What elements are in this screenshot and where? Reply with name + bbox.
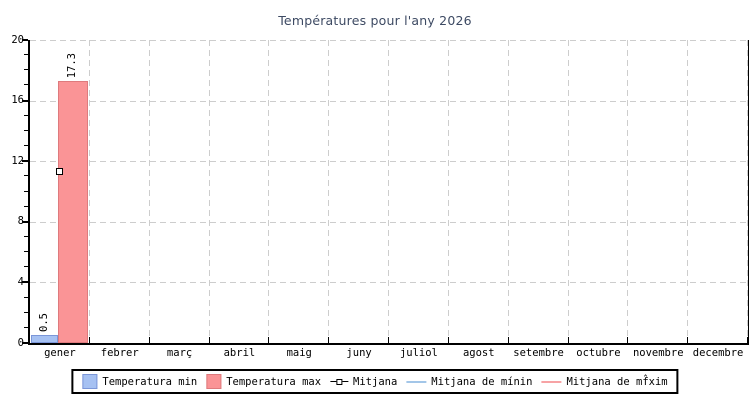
x-tick bbox=[627, 337, 629, 343]
y-tick-minor bbox=[24, 69, 28, 71]
y-tick-minor bbox=[24, 54, 28, 56]
y-tick-minor bbox=[24, 296, 28, 298]
open-square-icon bbox=[336, 379, 343, 385]
y-tick-minor bbox=[24, 311, 28, 313]
y-tick-major bbox=[22, 99, 28, 102]
y-axis-label: 12 bbox=[11, 154, 24, 167]
y-tick-minor bbox=[24, 326, 28, 328]
legend-item-mitjana-de-m-nin: Mitjana de mínin bbox=[406, 376, 532, 388]
legend-line-mitjana-de-mf-xim bbox=[541, 380, 562, 383]
gridline-vertical bbox=[747, 40, 748, 343]
y-tick-minor bbox=[24, 251, 28, 253]
y-axis-label: 16 bbox=[11, 94, 24, 107]
gridline-horizontal bbox=[30, 282, 748, 284]
y-tick-minor bbox=[24, 190, 28, 192]
gridline-vertical bbox=[567, 40, 569, 343]
legend: Temperatura min Temperatura max Mitjana Mit… bbox=[71, 369, 679, 394]
y-axis-label: 0 bbox=[17, 336, 24, 349]
y-tick-major bbox=[22, 342, 28, 344]
y-tick-major bbox=[22, 281, 28, 284]
x-axis-label-octubre: octubre bbox=[576, 347, 621, 359]
gridline-vertical bbox=[208, 40, 210, 343]
y-axis-label: 4 bbox=[17, 275, 24, 288]
x-axis-label-decembre: decembre bbox=[692, 347, 744, 359]
y-tick-minor bbox=[24, 205, 28, 207]
y-tick-minor bbox=[24, 266, 28, 268]
y-tick-minor bbox=[24, 84, 28, 86]
mitjana-marker bbox=[56, 168, 64, 176]
x-axis-label-febrer: febrer bbox=[100, 347, 139, 359]
gridline-vertical bbox=[687, 40, 689, 343]
legend-label-mitjana-de-m-nin: Mitjana de mínin bbox=[431, 375, 533, 388]
y-axis-label: 8 bbox=[17, 215, 24, 228]
y-tick-major bbox=[22, 39, 28, 41]
x-tick bbox=[567, 337, 569, 343]
y-tick-minor bbox=[24, 235, 28, 237]
x-tick bbox=[268, 337, 270, 343]
x-tick bbox=[507, 337, 509, 343]
x-axis-label-juliol: juliol bbox=[399, 347, 438, 359]
gridline-horizontal bbox=[30, 221, 748, 223]
plot-right-border bbox=[748, 40, 749, 343]
y-tick-minor bbox=[24, 129, 28, 131]
legend-marker-mitjana bbox=[330, 377, 349, 386]
x-axis-label-gener: gener bbox=[44, 347, 76, 359]
legend-label-temperatura-max: Temperatura max bbox=[226, 375, 322, 388]
x-tick bbox=[447, 337, 449, 343]
y-tick-minor bbox=[24, 145, 28, 147]
gridline-vertical bbox=[148, 40, 150, 343]
x-tick bbox=[208, 337, 210, 343]
gridline-vertical bbox=[507, 40, 509, 343]
x-axis-label-agost: agost bbox=[462, 347, 495, 359]
x-tick bbox=[687, 337, 689, 343]
x-axis-label-juny: juny bbox=[346, 347, 372, 359]
y-tick-minor bbox=[24, 114, 28, 116]
y-axis-label: 20 bbox=[11, 33, 24, 46]
gridline-vertical bbox=[627, 40, 629, 343]
x-tick bbox=[88, 337, 90, 343]
gridline-vertical bbox=[388, 40, 389, 343]
gridline-horizontal bbox=[30, 161, 748, 163]
x-tick bbox=[148, 337, 150, 343]
legend-label-mitjana-de-mf-xim: Mitjana de mf̂xim bbox=[566, 375, 668, 388]
chart-title: Températures pour l'any 2026 bbox=[278, 13, 472, 28]
x-axis-label-novembre: novembre bbox=[632, 347, 684, 359]
gridline-vertical bbox=[447, 40, 449, 343]
gridline-vertical bbox=[268, 40, 270, 343]
bar-temperatura-max bbox=[58, 80, 88, 343]
gridline-vertical bbox=[328, 40, 330, 343]
legend-item-temperatura-min: Temperatura min bbox=[82, 374, 197, 389]
bar-value-label: 0.5 bbox=[37, 313, 50, 333]
bar-value-label: 17.3 bbox=[66, 52, 78, 78]
x-tick bbox=[328, 337, 330, 343]
x-axis-label-mar: març bbox=[166, 347, 193, 359]
y-tick-major bbox=[22, 160, 28, 163]
legend-swatch-temperatura-min bbox=[82, 374, 98, 389]
bar-temperatura-min bbox=[31, 335, 58, 343]
legend-line-mitjana-de-m-nin bbox=[406, 380, 427, 383]
x-axis-label-maig: maig bbox=[286, 347, 312, 359]
legend-swatch-temperatura-max bbox=[206, 374, 222, 389]
x-axis-label-setembre: setembre bbox=[513, 347, 564, 359]
gridline-horizontal bbox=[30, 100, 748, 102]
x-axis-line bbox=[28, 343, 749, 345]
y-tick-minor bbox=[24, 175, 28, 177]
x-axis-label-abril: abril bbox=[223, 347, 256, 359]
legend-item-temperatura-max: Temperatura max bbox=[206, 374, 321, 389]
gridline-horizontal bbox=[30, 40, 748, 41]
legend-label-temperatura-min: Temperatura min bbox=[102, 375, 198, 388]
x-tick bbox=[747, 337, 748, 343]
y-axis-line bbox=[28, 40, 30, 345]
legend-item-mitjana: Mitjana bbox=[330, 376, 397, 388]
y-tick-major bbox=[22, 220, 28, 223]
x-tick bbox=[388, 337, 389, 343]
legend-item-mitjana-de-mf-xim: Mitjana de mf̂xim bbox=[541, 375, 668, 388]
x-tick bbox=[29, 337, 30, 343]
gridline-vertical bbox=[88, 40, 90, 343]
legend-label-mitjana: Mitjana bbox=[353, 375, 398, 388]
